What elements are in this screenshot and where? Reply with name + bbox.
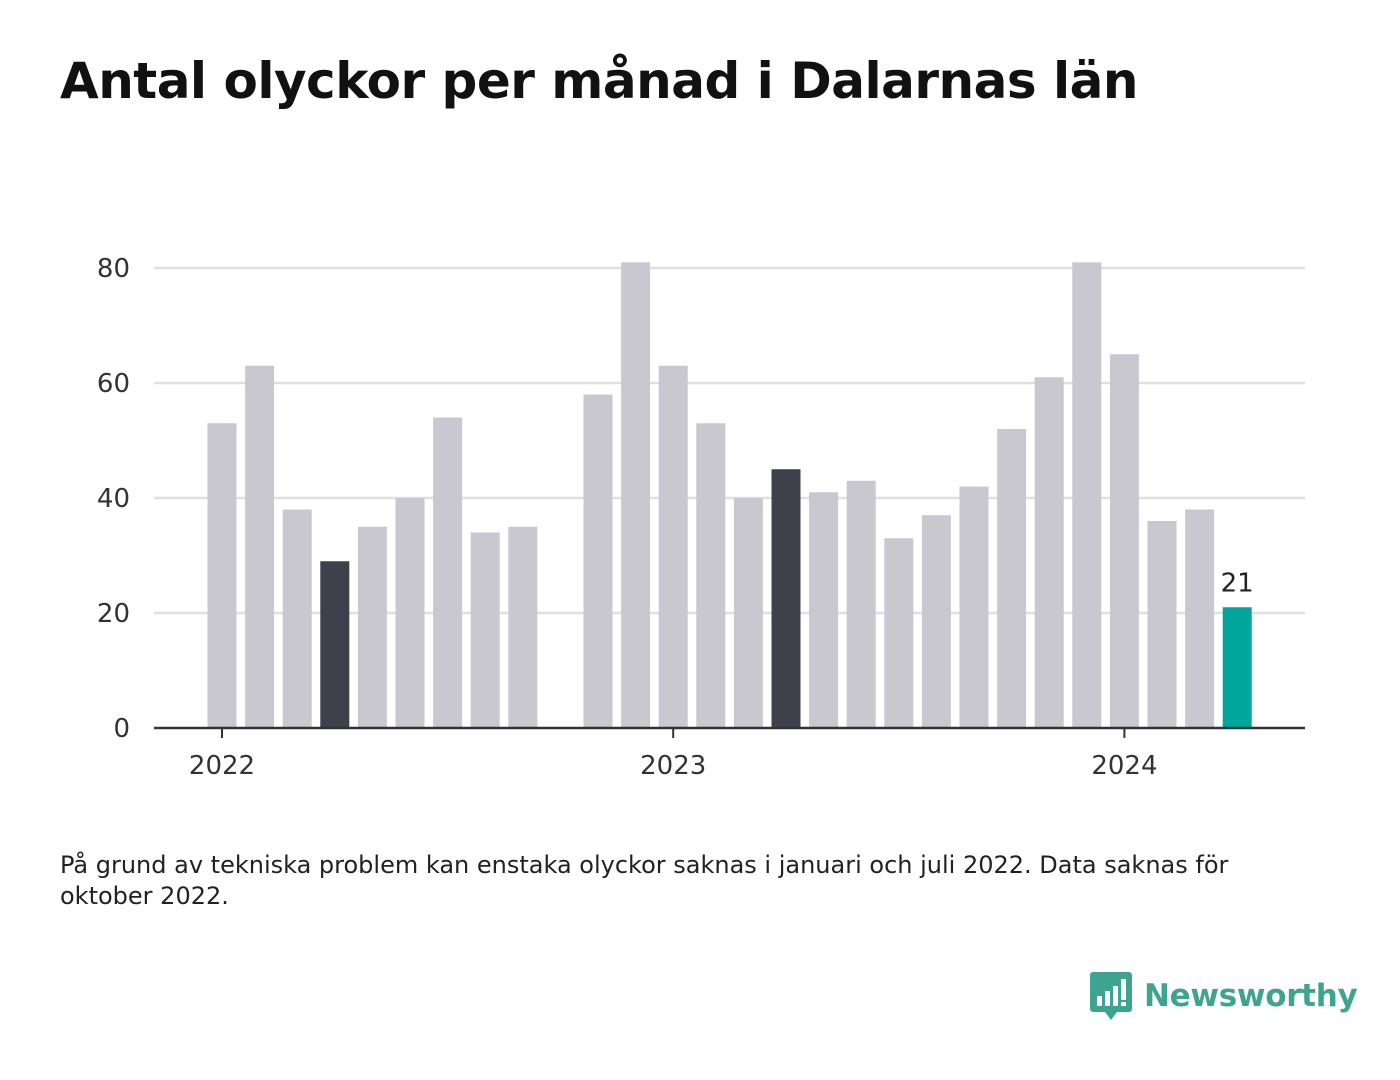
y-axis-labels: 0 20 40 60 80 xyxy=(97,254,130,744)
bar-2023-07 xyxy=(884,538,914,728)
bar-2022-04 xyxy=(320,561,350,728)
y-tick-label: 20 xyxy=(97,599,130,629)
bar-2022-11 xyxy=(583,394,613,728)
bar-2023-12 xyxy=(1072,262,1102,728)
y-tick-label: 0 xyxy=(113,714,130,744)
x-tick-label: 2024 xyxy=(1091,751,1157,781)
bar-2024-04 xyxy=(1222,607,1252,728)
chart-footnote: På grund av tekniska problem kan enstaka… xyxy=(60,851,1229,910)
brand-name: Newsworthy xyxy=(1144,978,1358,1014)
bar-2023-08 xyxy=(921,515,951,728)
bar-2022-01 xyxy=(207,423,237,728)
y-tick-label: 80 xyxy=(97,254,130,284)
bar-chart: 0 20 40 60 80 2022 2023 2024 21 xyxy=(97,254,1305,781)
bar-2022-08 xyxy=(470,532,500,728)
bar-2023-04 xyxy=(771,469,801,728)
bar-2023-09 xyxy=(959,486,989,728)
chart-title: Antal olyckor per månad i Dalarnas län xyxy=(60,52,1138,110)
brand-logo[interactable]: Newsworthy xyxy=(1090,970,1358,1022)
x-tick-label: 2023 xyxy=(640,751,706,781)
bar-2022-12 xyxy=(621,262,651,728)
newsworthy-logo-icon xyxy=(1090,972,1132,1020)
bar-2023-11 xyxy=(1034,377,1064,728)
bar-2024-02 xyxy=(1147,521,1177,728)
bar-2022-05 xyxy=(357,526,387,728)
bar-2024-01 xyxy=(1109,354,1139,728)
bar-2023-02 xyxy=(696,423,726,728)
bar-2023-01 xyxy=(658,365,688,728)
bar-2022-07 xyxy=(433,417,463,728)
bar-2022-03 xyxy=(282,509,312,728)
bar-2022-02 xyxy=(245,365,275,728)
x-axis-labels: 2022 2023 2024 xyxy=(189,751,1158,781)
bar-2023-05 xyxy=(809,492,839,728)
bars xyxy=(207,262,1252,728)
bar-2022-06 xyxy=(395,498,425,728)
data-labels: 21 xyxy=(1221,568,1254,598)
y-tick-label: 40 xyxy=(97,484,130,514)
y-tick-label: 60 xyxy=(97,369,130,399)
bar-2023-10 xyxy=(997,429,1027,728)
bar-2022-09 xyxy=(508,526,538,728)
data-label-2024-04: 21 xyxy=(1221,568,1254,598)
x-tick-label: 2022 xyxy=(189,751,255,781)
bar-2023-06 xyxy=(846,480,876,728)
x-axis xyxy=(154,726,1305,738)
bar-2023-03 xyxy=(733,498,763,728)
bar-2024-03 xyxy=(1185,509,1215,728)
